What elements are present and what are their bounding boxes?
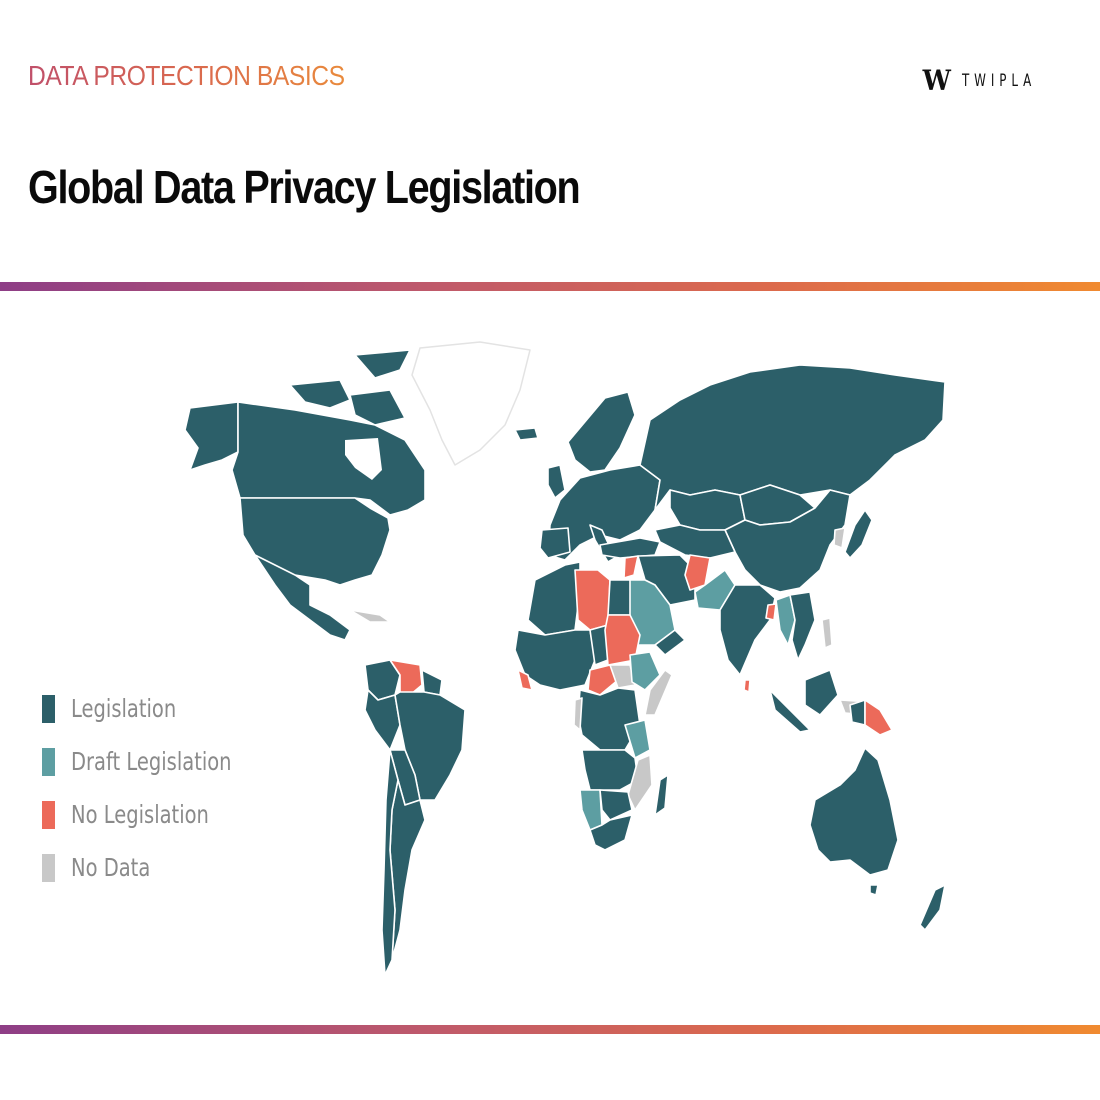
region-russia	[639, 364, 946, 511]
gradient-divider-top	[0, 282, 1100, 291]
region-syria	[623, 555, 639, 579]
region-myanmar	[775, 594, 796, 646]
region-yemen-oman	[654, 629, 686, 656]
region-india	[719, 584, 776, 676]
region-tasmania	[869, 884, 879, 896]
region-peru	[364, 689, 401, 751]
region-chile	[381, 749, 399, 976]
region-west-africa	[514, 629, 596, 691]
region-namibia	[579, 789, 603, 831]
twipla-logo-icon: W	[922, 64, 951, 97]
region-caribbean	[349, 609, 391, 623]
legend-label: Legislation	[71, 694, 177, 723]
region-caucasus-central-asia	[654, 524, 736, 559]
region-ethiopia	[629, 651, 661, 691]
region-bangladesh	[765, 603, 777, 621]
region-australia	[809, 747, 899, 876]
region-korea	[833, 527, 846, 549]
region-alaska	[184, 401, 239, 471]
region-borneo	[804, 669, 839, 716]
region-iceland	[514, 427, 539, 441]
region-mozambique	[627, 754, 653, 811]
legend-swatch	[42, 800, 55, 829]
region-papua-new-guinea	[864, 699, 893, 736]
region-philippines	[821, 617, 833, 649]
world-map	[184, 341, 946, 976]
region-usa	[239, 497, 391, 586]
hudson-bay	[345, 438, 382, 480]
legend-item-legislation: Legislation	[42, 682, 277, 735]
region-tanzania	[624, 719, 651, 759]
region-greenland	[411, 341, 531, 466]
region-southeast-asia	[789, 591, 816, 661]
legend-swatch	[42, 853, 55, 882]
brand-name: TWIPLA	[962, 70, 1037, 91]
region-afghanistan	[684, 554, 711, 591]
legend-swatch	[42, 694, 55, 723]
region-morocco-algeria	[527, 561, 581, 636]
region-sri-lanka	[743, 679, 751, 693]
region-indonesia	[769, 689, 811, 733]
gradient-divider-bottom	[0, 1025, 1100, 1034]
region-somalia	[644, 669, 673, 716]
region-libya	[574, 569, 611, 631]
legend-item-no-legislation: No Legislation	[42, 788, 277, 841]
region-south-africa	[589, 814, 633, 851]
region-sierra-leone-liberia	[517, 669, 533, 691]
region-guyanas	[421, 669, 443, 696]
region-japan	[844, 509, 873, 559]
region-new-zealand	[919, 884, 946, 931]
region-botswana-zimbabwe	[599, 789, 633, 821]
region-canada-arctic	[354, 349, 411, 379]
region-kazakhstan	[669, 489, 746, 531]
region-canada	[231, 401, 426, 516]
region-south-sudan	[609, 664, 636, 689]
region-mexico	[254, 554, 351, 641]
legend-label: Draft Legislation	[71, 747, 232, 776]
region-brazil	[394, 691, 466, 801]
region-spain	[539, 527, 571, 559]
region-canada-islands-2	[349, 389, 406, 426]
brand-logo[interactable]: W TWIPLA	[921, 64, 1068, 97]
region-papua-indonesia	[849, 699, 866, 726]
region-egypt	[607, 579, 631, 616]
region-gabon-congo-nodata	[573, 697, 583, 731]
legend-swatch	[42, 747, 55, 776]
region-scandinavia	[567, 391, 636, 473]
region-car	[587, 664, 619, 696]
eyebrow-heading: DATA PROTECTION BASICS	[28, 60, 345, 91]
legend-label: No Data	[71, 853, 151, 882]
legend-item-draft-legislation: Draft Legislation	[42, 735, 277, 788]
legend-item-no-data: No Data	[42, 841, 277, 894]
region-argentina	[389, 779, 426, 961]
map-legend: Legislation Draft Legislation No Legisla…	[42, 682, 277, 894]
legend-label: No Legislation	[71, 800, 209, 829]
region-angola-zambia	[581, 749, 639, 791]
region-madagascar	[654, 774, 669, 816]
region-canada-islands	[289, 379, 351, 409]
region-uk	[547, 464, 566, 499]
page-title: Global Data Privacy Legislation	[28, 161, 581, 213]
